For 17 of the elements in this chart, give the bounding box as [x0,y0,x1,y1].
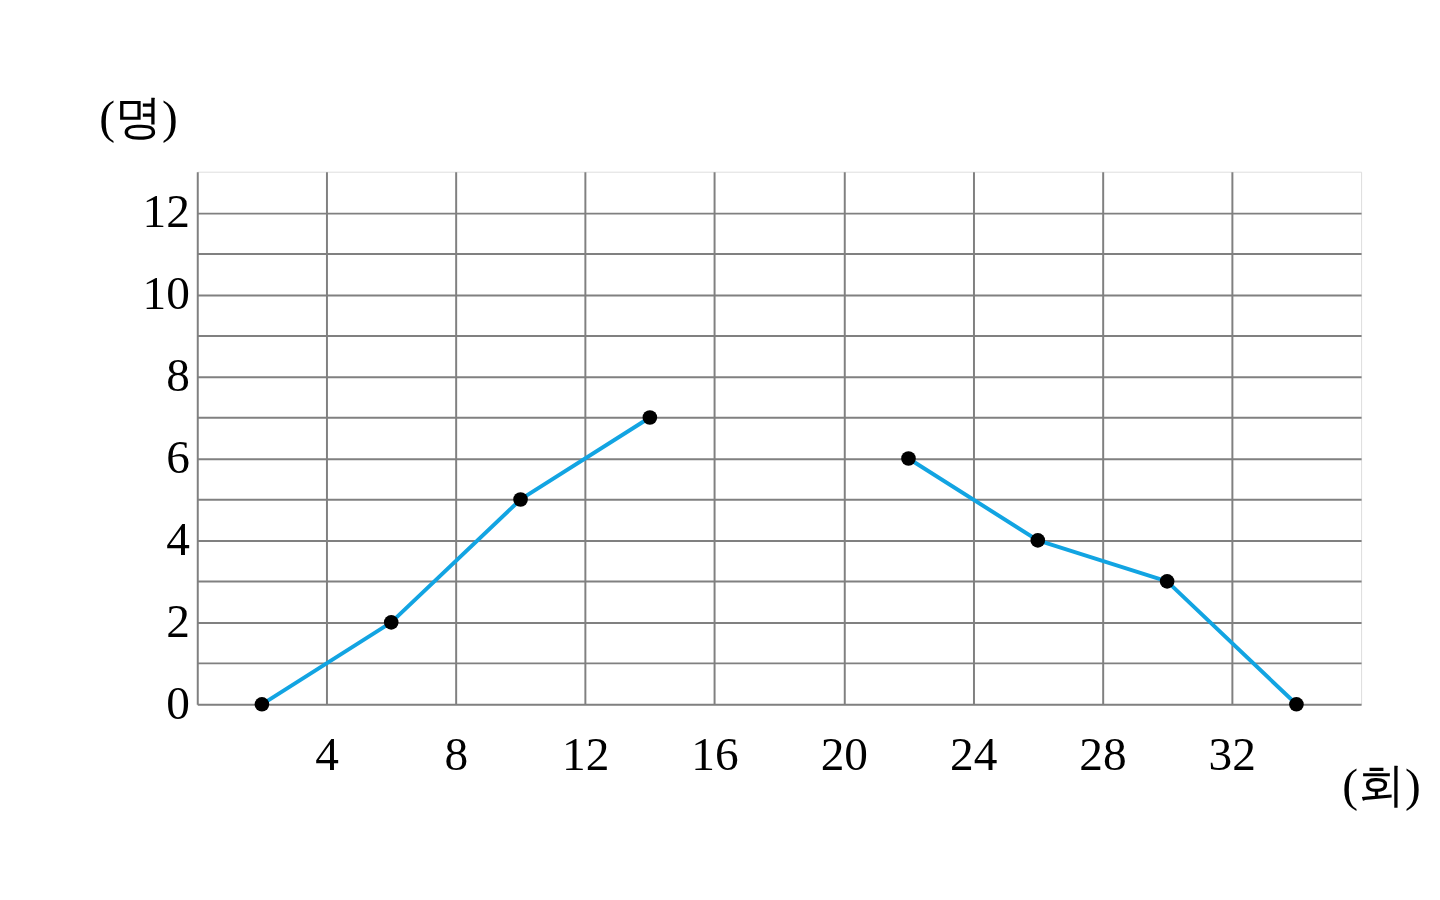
y-tick-label: 10 [142,266,190,319]
y-tick-label: 12 [142,184,190,237]
y-tick-label: 4 [166,512,190,565]
x-tick-label: 24 [949,727,998,780]
y-tick-label: 8 [166,348,190,401]
x-tick-label: 28 [1079,727,1127,780]
y-tick-label: 2 [166,594,190,647]
y-axis-title: (명) [99,90,178,143]
x-tick-label: 12 [562,727,610,780]
y-tick-label: 0 [166,676,190,729]
x-tick-label: 4 [315,727,339,780]
x-tick-label: 32 [1208,727,1256,780]
x-axis-title: (회) [1342,759,1421,812]
x-tick-label: 8 [444,727,469,780]
y-tick-label: 6 [166,430,190,483]
x-tick-label: 20 [820,727,868,780]
x-tick-label: 16 [691,727,739,780]
